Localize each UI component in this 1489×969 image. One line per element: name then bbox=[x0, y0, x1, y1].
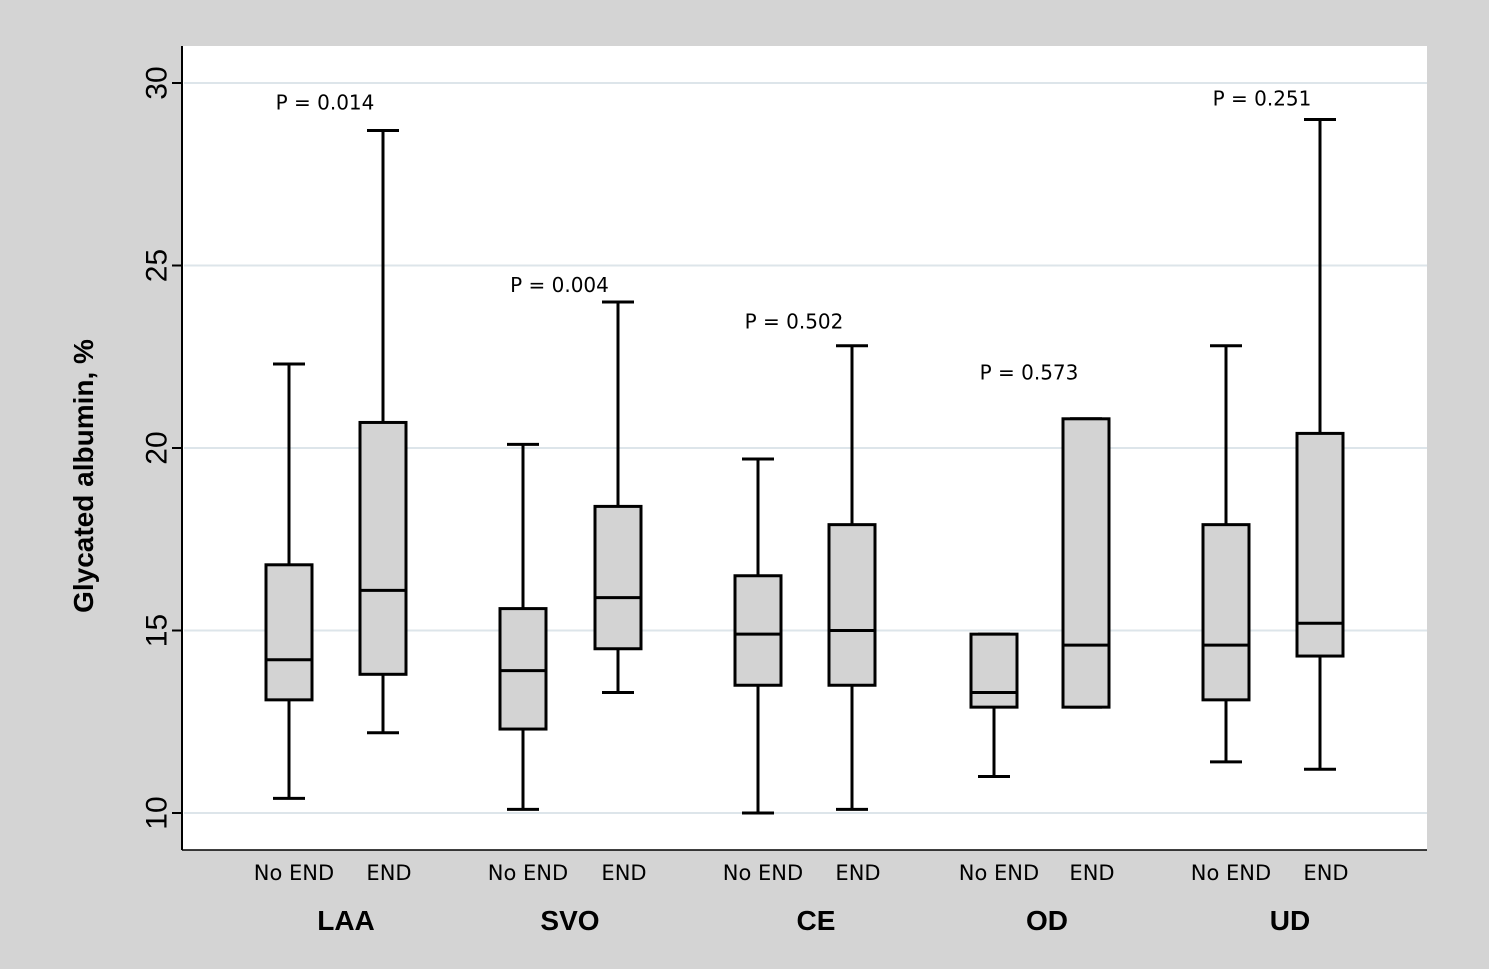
box-layer bbox=[264, 118, 1345, 815]
y-tick-label-25: 25 bbox=[141, 249, 174, 282]
group-label-ce: CE bbox=[797, 905, 836, 936]
p-value-svo: P = 0.004 bbox=[510, 273, 609, 297]
x-label-ud-end: END bbox=[1303, 861, 1348, 885]
group-label-svo: SVO bbox=[540, 905, 599, 936]
p-value-od: P = 0.573 bbox=[980, 360, 1079, 384]
axis-layer: 10 15 20 25 30 bbox=[141, 46, 1427, 851]
y-tick-label-30: 30 bbox=[141, 66, 174, 99]
x-label-svo-end: END bbox=[601, 861, 646, 885]
x-label-svo-no-end: No END bbox=[488, 861, 568, 885]
box-svo-end bbox=[593, 504, 643, 651]
box-laa-end bbox=[358, 420, 408, 676]
p-value-ud: P = 0.251 bbox=[1213, 87, 1312, 111]
box-laa-no-end bbox=[264, 563, 314, 702]
p-value-ce: P = 0.502 bbox=[745, 309, 844, 333]
y-tick-label-20: 20 bbox=[141, 431, 174, 464]
x-label-od-end: END bbox=[1069, 861, 1114, 885]
x-label-ce-no-end: No END bbox=[723, 861, 803, 885]
x-label-laa-end: END bbox=[366, 861, 411, 885]
y-tick-label-15: 15 bbox=[141, 614, 174, 647]
p-value-laa: P = 0.014 bbox=[276, 90, 375, 114]
box-svo-no-end bbox=[498, 607, 548, 731]
box-ce-no-end bbox=[733, 574, 783, 687]
box-od-end bbox=[1061, 417, 1111, 709]
x-label-ud-no-end: No END bbox=[1191, 861, 1271, 885]
group-label-od: OD bbox=[1026, 905, 1068, 936]
group-label-laa: LAA bbox=[317, 905, 375, 936]
box-od-no-end bbox=[969, 632, 1019, 709]
x-label-ce-end: END bbox=[835, 861, 880, 885]
box-ud-no-end bbox=[1201, 523, 1251, 702]
box-ud-end bbox=[1295, 431, 1345, 658]
group-label-ud: UD bbox=[1270, 905, 1310, 936]
y-tick-label-10: 10 bbox=[141, 796, 174, 829]
x-label-od-no-end: No END bbox=[959, 861, 1039, 885]
x-label-laa-no-end: No END bbox=[254, 861, 334, 885]
y-axis-label: Glycated albumin, % bbox=[68, 339, 99, 613]
box-ce-end bbox=[827, 523, 877, 687]
